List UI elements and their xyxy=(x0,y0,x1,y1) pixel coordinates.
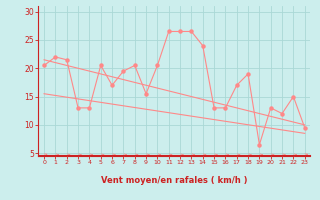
X-axis label: Vent moyen/en rafales ( km/h ): Vent moyen/en rafales ( km/h ) xyxy=(101,176,248,185)
